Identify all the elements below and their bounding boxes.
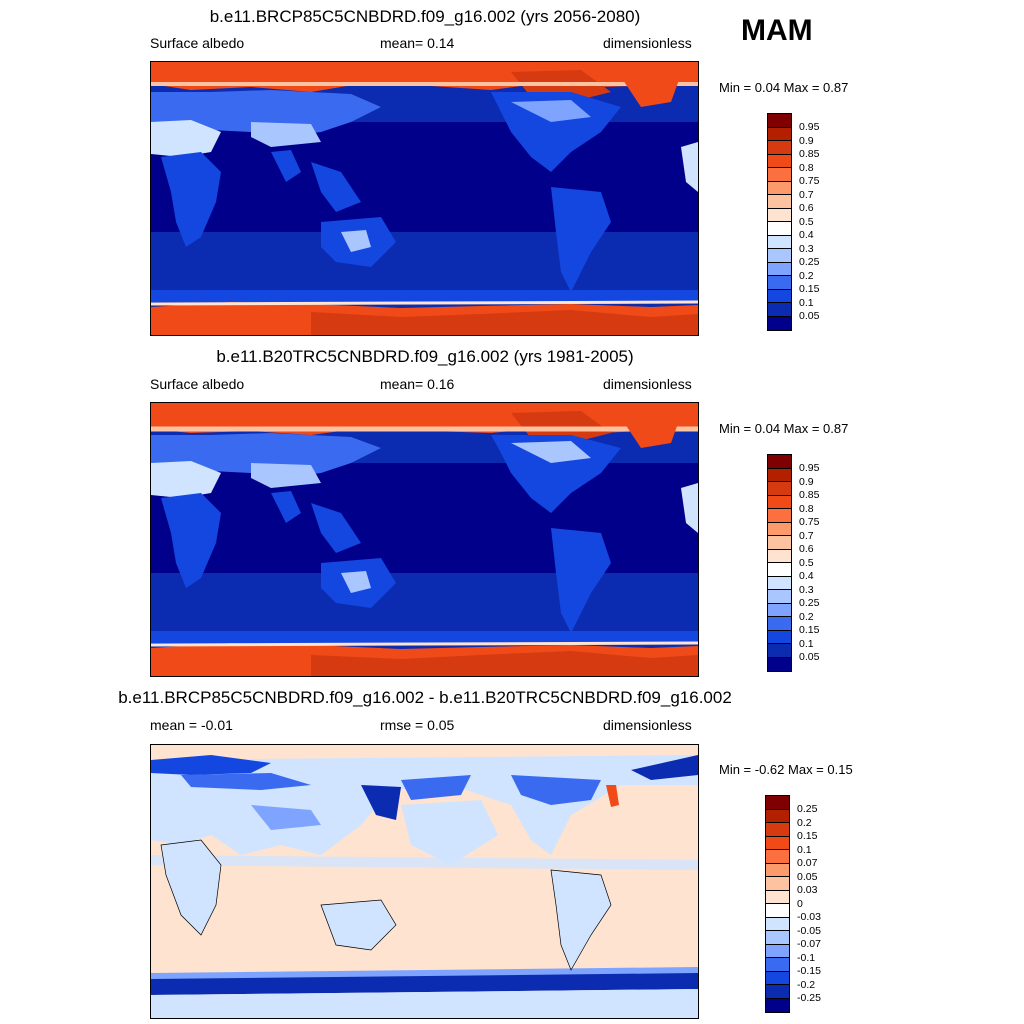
cb-label: -0.2 [797,978,816,991]
cb-label: 0.2 [797,816,812,829]
cb-label: -0.15 [797,965,821,977]
cb-label: 0.5 [799,215,814,228]
cb-label: 0.15 [799,283,820,295]
panel1-map-field [151,62,698,335]
cb-label: 0.6 [799,202,814,214]
cb-label: -0.25 [797,992,821,1004]
panel3-colorbar [765,795,790,1013]
cb-label: 0.75 [799,175,820,187]
panel2-colorbar [767,454,792,672]
panel1-variable-label: Surface albedo [150,35,245,51]
panel2-title: b.e11.B20TRC5CNBDRD.f09_g16.002 (yrs 198… [216,347,634,366]
panel2-map [150,402,699,677]
cb-label: 0.95 [799,462,820,474]
cb-label: 0.15 [799,624,820,636]
cb-label: 0.25 [799,597,820,609]
cb-label: 0.75 [799,516,820,528]
cb-label: 0 [797,897,803,910]
panel1-colorbar-labels: 0.95 0.9 0.85 0.8 0.75 0.7 0.6 0.5 0.4 0… [799,113,839,333]
panel3-map [150,744,699,1019]
cb-label: 0.15 [797,830,818,842]
cb-label: 0.7 [799,188,814,201]
cb-label: 0.95 [799,121,820,133]
cb-label: 0.25 [799,256,820,268]
cb-label: 0.9 [799,475,814,488]
cb-label: 0.05 [799,651,820,663]
cb-label: 0.8 [799,502,814,515]
panel1-colorbar [767,113,792,331]
panel3-minmax: Min = -0.62 Max = 0.15 [719,762,853,777]
cb-label: 0.05 [799,310,820,322]
cb-label: 0.2 [799,269,814,282]
panel1-title: b.e11.BRCP85C5CNBDRD.f09_g16.002 (yrs 20… [209,7,641,26]
cb-label: -0.07 [797,938,821,950]
cb-label: 0.03 [797,884,818,896]
panel1-minmax: Min = 0.04 Max = 0.87 [719,80,849,95]
cb-label: 0.05 [797,870,818,883]
season-label: MAM [741,14,813,47]
panel2-units-label: dimensionless [603,376,692,392]
cb-label: 0.7 [799,529,814,542]
cb-label: 0.6 [799,543,814,555]
cb-label: 0.85 [799,489,820,501]
cb-label: 0.3 [799,242,814,255]
cb-label: -0.1 [797,951,816,964]
panel3-colorbar-labels: 0.25 0.2 0.15 0.1 0.07 0.05 0.03 0 -0.03… [797,795,837,1015]
panel1-units-label: dimensionless [603,35,692,51]
cb-label: 0.25 [797,803,818,815]
panel3-mean-label: mean = -0.01 [150,717,233,733]
panel3-units-label: dimensionless [603,717,692,733]
cb-label: 0.1 [799,637,814,650]
cb-label: 0.07 [797,857,818,869]
panel2-variable-label: Surface albedo [150,376,245,392]
cb-label: 0.4 [799,229,814,241]
cb-label: -0.03 [797,911,821,923]
cb-label: 0.8 [799,161,814,174]
cb-label: 0.1 [799,296,814,309]
cb-label: 0.5 [799,556,814,569]
panel2-colorbar-labels: 0.95 0.9 0.85 0.8 0.75 0.7 0.6 0.5 0.4 0… [799,454,839,674]
cb-label: 0.9 [799,134,814,147]
panel1-map [150,61,699,336]
panel1-mean-label: mean= 0.14 [380,35,455,51]
cb-label: 0.2 [799,610,814,623]
cb-label: -0.05 [797,924,821,937]
panel2-map-field [151,403,698,676]
panel2-mean-label: mean= 0.16 [380,376,455,392]
cb-label: 0.3 [799,583,814,596]
cb-label: 0.4 [799,570,814,582]
cb-label: 0.1 [797,843,812,856]
panel3-map-field [151,745,698,1018]
panel2-minmax: Min = 0.04 Max = 0.87 [719,421,849,436]
panel3-title: b.e11.BRCP85C5CNBDRD.f09_g16.002 - b.e11… [118,688,732,707]
cb-label: 0.85 [799,148,820,160]
panel3-rmse-label: rmse = 0.05 [380,717,455,733]
